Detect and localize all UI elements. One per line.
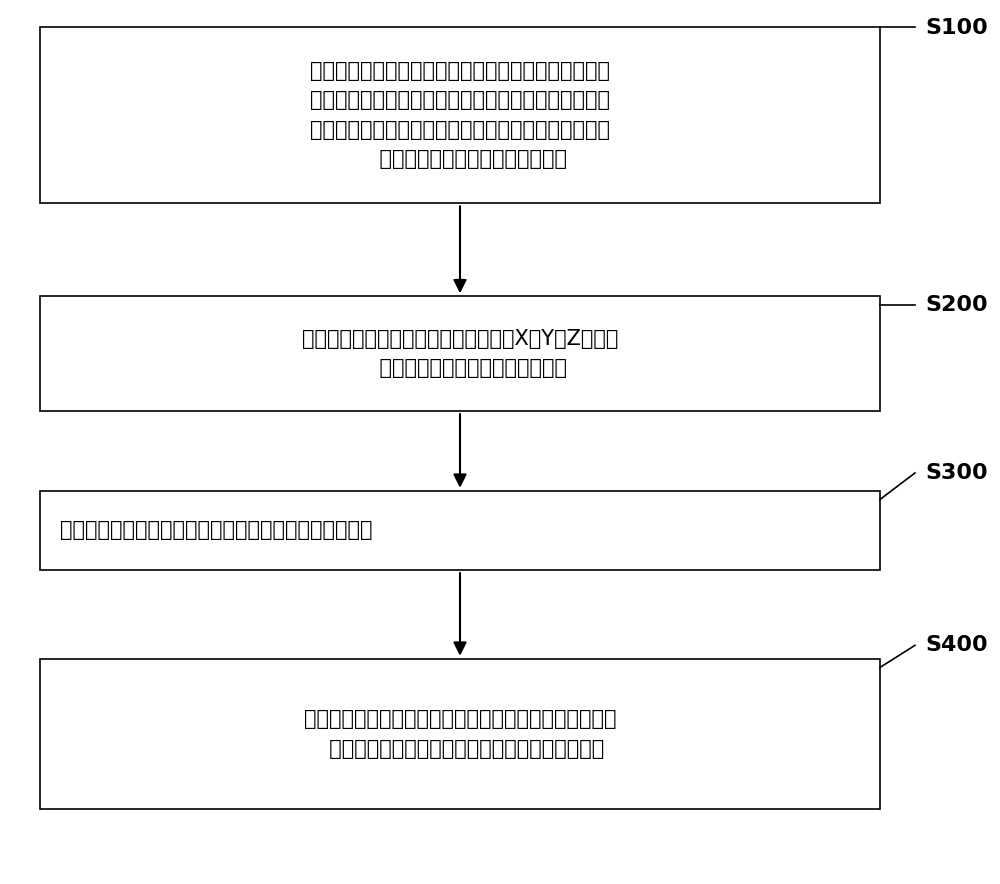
Bar	[40, 296, 880, 411]
Bar	[40, 27, 880, 203]
Text: 读取激光测距仪传感系统的数据，通过X，Y，Z方向数
    据计算出包装箱长、宽、高、体积: 读取激光测距仪传感系统的数据，通过X，Y，Z方向数 据计算出包装箱长、宽、高、体…	[302, 329, 618, 378]
Bar	[40, 659, 880, 809]
Text: S400: S400	[925, 636, 988, 655]
Text: 将包装箱的重量和长、宽、高、体积保存到触摸屏电脑上: 将包装箱的重量和长、宽、高、体积保存到触摸屏电脑上	[60, 521, 372, 540]
Text: S200: S200	[925, 295, 988, 315]
Text: S300: S300	[925, 463, 988, 483]
Text: S100: S100	[925, 19, 988, 38]
Bar	[40, 491, 880, 570]
Text: 当包装箱完全离开激光测距仪检测位置，触摸屏电脑通过
  串口发送喷码信息到喷码机，并发生指令开始喷印: 当包装箱完全离开激光测距仪检测位置，触摸屏电脑通过 串口发送喷码信息到喷码机，并…	[304, 709, 616, 758]
Text: 光电开关检测包装箱是否到达检测位置，包装箱通过附
加称重系统的流水线，当激光测距仪传感系统装置检测
到包装箱已全部在称重工作位置，触摸屏电脑通过串口
    读: 光电开关检测包装箱是否到达检测位置，包装箱通过附 加称重系统的流水线，当激光测距…	[310, 60, 610, 170]
